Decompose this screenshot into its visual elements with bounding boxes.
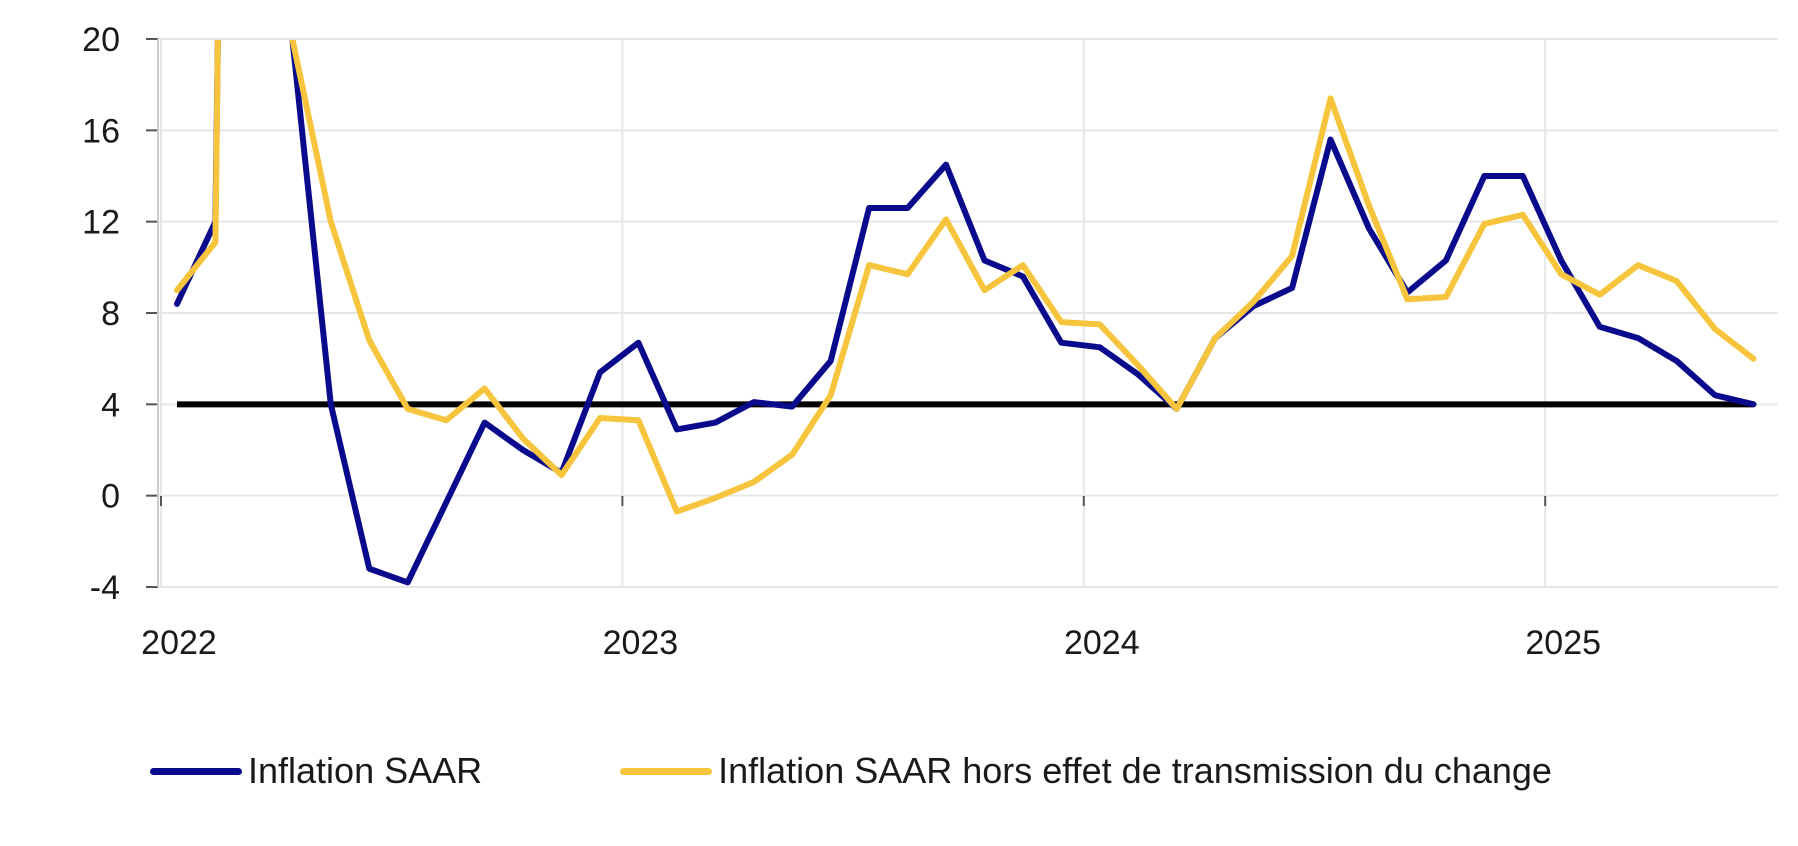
axes: [146, 38, 1547, 588]
x-tick-label: 2023: [603, 624, 679, 662]
tick-labels: -4 0 4 8 12 16 20 2022 2023 2024 2025: [82, 21, 1601, 662]
y-tick-label: 12: [82, 204, 120, 242]
legend-label: Inflation SAAR: [248, 750, 483, 791]
series-line-1: [174, 40, 221, 294]
x-tick-label: 2024: [1064, 624, 1140, 662]
y-tick-label: 8: [101, 295, 120, 333]
y-tick-label: 4: [101, 386, 120, 424]
series-line-0: [289, 40, 1757, 586]
legend-swatch: [150, 767, 242, 775]
y-tick-label: 20: [82, 21, 120, 59]
legend-label: Inflation SAAR hors effet de transmissio…: [718, 750, 1552, 791]
x-tick-label: 2022: [141, 624, 217, 662]
series-line-1: [289, 40, 1757, 515]
legend: Inflation SAAR Inflation SAAR hors effet…: [150, 750, 1690, 792]
series-layer: [174, 40, 1757, 586]
x-tick-label: 2025: [1525, 624, 1601, 662]
legend-item-inflation-saar: Inflation SAAR: [150, 750, 482, 792]
y-tick-label: 16: [82, 112, 120, 150]
y-tick-label: 0: [101, 478, 120, 516]
legend-item-inflation-saar-hors-change: Inflation SAAR hors effet de transmissio…: [620, 750, 1552, 792]
y-tick-label: -4: [90, 569, 120, 607]
legend-swatch: [620, 767, 713, 775]
series-line-0: [174, 40, 221, 307]
grid: [158, 38, 1778, 588]
